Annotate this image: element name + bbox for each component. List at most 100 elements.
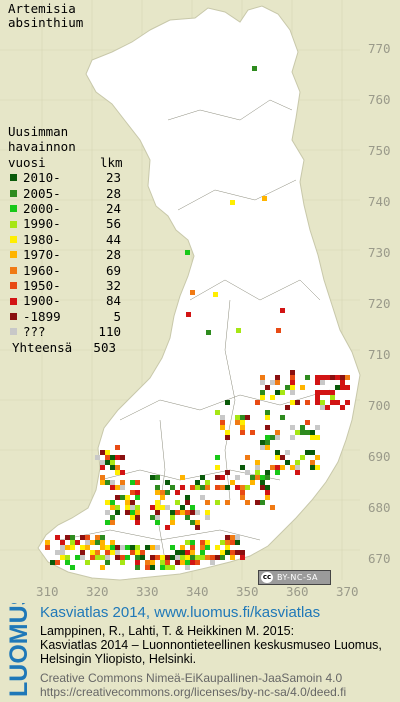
occurrence-square bbox=[310, 450, 315, 455]
occurrence-square bbox=[225, 550, 230, 555]
occurrence-square bbox=[130, 545, 135, 550]
occurrence-square bbox=[290, 435, 295, 440]
occurrence-square bbox=[195, 480, 200, 485]
occurrence-square bbox=[305, 420, 310, 425]
occurrence-square bbox=[315, 375, 320, 380]
footer-title-link[interactable]: Kasviatlas 2014, www.luomus.fi/kasviatla… bbox=[40, 604, 321, 621]
legend-item-label: ??? bbox=[23, 324, 46, 340]
occurrence-square bbox=[270, 465, 275, 470]
occurrence-square bbox=[305, 375, 310, 380]
occurrence-square bbox=[155, 500, 160, 505]
occurrence-square bbox=[155, 505, 160, 510]
occurrence-square bbox=[195, 560, 200, 565]
occurrence-square bbox=[160, 490, 165, 495]
occurrence-square bbox=[280, 465, 285, 470]
occurrence-square bbox=[250, 430, 255, 435]
x-tick-label: 310 bbox=[36, 584, 59, 598]
occurrence-square bbox=[185, 550, 190, 555]
occurrence-square bbox=[105, 460, 110, 465]
occurrence-square bbox=[325, 405, 330, 410]
occurrence-square bbox=[75, 555, 80, 560]
occurrence-square bbox=[160, 555, 165, 560]
y-tick-label: 680 bbox=[368, 500, 391, 515]
occurrence-square bbox=[100, 480, 105, 485]
occurrence-square bbox=[185, 250, 190, 255]
occurrence-square bbox=[275, 435, 280, 440]
occurrence-square bbox=[100, 460, 105, 465]
occurrence-square bbox=[275, 375, 280, 380]
occurrence-square bbox=[180, 475, 185, 480]
cc-license-badge[interactable]: cc BY-NC-SA bbox=[258, 570, 331, 585]
occurrence-square bbox=[130, 480, 135, 485]
occurrence-square bbox=[180, 560, 185, 565]
occurrence-square bbox=[125, 505, 130, 510]
occurrence-square bbox=[95, 455, 100, 460]
occurrence-square bbox=[265, 485, 270, 490]
luomus-logo-icon: LUOMUS bbox=[5, 603, 31, 697]
occurrence-square bbox=[345, 400, 350, 405]
occurrence-square bbox=[125, 510, 130, 515]
occurrence-square bbox=[120, 485, 125, 490]
occurrence-square bbox=[45, 540, 50, 545]
y-tick-label: 740 bbox=[368, 194, 391, 209]
occurrence-square bbox=[115, 445, 120, 450]
occurrence-square bbox=[200, 545, 205, 550]
occurrence-square bbox=[315, 465, 320, 470]
occurrence-square bbox=[175, 550, 180, 555]
occurrence-square bbox=[175, 560, 180, 565]
occurrence-square bbox=[160, 565, 165, 570]
finland-map bbox=[0, 0, 361, 581]
occurrence-square bbox=[135, 520, 140, 525]
occurrence-square bbox=[275, 465, 280, 470]
occurrence-square bbox=[255, 400, 260, 405]
occurrence-square bbox=[205, 485, 210, 490]
occurrence-square bbox=[160, 505, 165, 510]
occurrence-square bbox=[135, 515, 140, 520]
occurrence-square bbox=[265, 475, 270, 480]
occurrence-square bbox=[65, 555, 70, 560]
occurrence-square bbox=[195, 525, 200, 530]
legend-swatch bbox=[10, 205, 17, 213]
occurrence-square bbox=[70, 540, 75, 545]
occurrence-square bbox=[135, 510, 140, 515]
occurrence-square bbox=[205, 555, 210, 560]
occurrence-square bbox=[270, 435, 275, 440]
occurrence-square bbox=[220, 485, 225, 490]
occurrence-square bbox=[245, 485, 250, 490]
occurrence-square bbox=[275, 450, 280, 455]
occurrence-square bbox=[265, 490, 270, 495]
occurrence-square bbox=[120, 455, 125, 460]
occurrence-square bbox=[240, 490, 245, 495]
occurrence-square bbox=[115, 505, 120, 510]
occurrence-square bbox=[115, 510, 120, 515]
occurrence-square bbox=[205, 510, 210, 515]
occurrence-square bbox=[330, 400, 335, 405]
occurrence-square bbox=[270, 505, 275, 510]
footer-license-link[interactable]: https://creativecommons.org/licenses/by-… bbox=[40, 685, 347, 699]
y-tick-label: 750 bbox=[368, 143, 391, 158]
occurrence-square bbox=[200, 485, 205, 490]
occurrence-square bbox=[90, 550, 95, 555]
occurrence-square bbox=[170, 545, 175, 550]
occurrence-square bbox=[170, 555, 175, 560]
occurrence-square bbox=[145, 545, 150, 550]
occurrence-square bbox=[170, 565, 175, 570]
occurrence-square bbox=[240, 425, 245, 430]
occurrence-square bbox=[115, 495, 120, 500]
occurrence-square bbox=[150, 565, 155, 570]
occurrence-square bbox=[220, 425, 225, 430]
occurrence-square bbox=[315, 435, 320, 440]
occurrence-square bbox=[275, 455, 280, 460]
occurrence-square bbox=[265, 425, 270, 430]
footer-citation-1: Lamppinen, R., Lahti, T. & Heikkinen M. … bbox=[40, 624, 295, 638]
occurrence-square bbox=[262, 196, 267, 201]
cc-logo-icon: cc bbox=[261, 572, 273, 583]
y-tick-label: 760 bbox=[368, 92, 391, 107]
occurrence-square bbox=[190, 290, 195, 295]
occurrence-square bbox=[230, 535, 235, 540]
occurrence-square bbox=[170, 515, 175, 520]
occurrence-square bbox=[255, 470, 260, 475]
occurrence-square bbox=[215, 555, 220, 560]
occurrence-square bbox=[185, 500, 190, 505]
occurrence-square bbox=[295, 465, 300, 470]
